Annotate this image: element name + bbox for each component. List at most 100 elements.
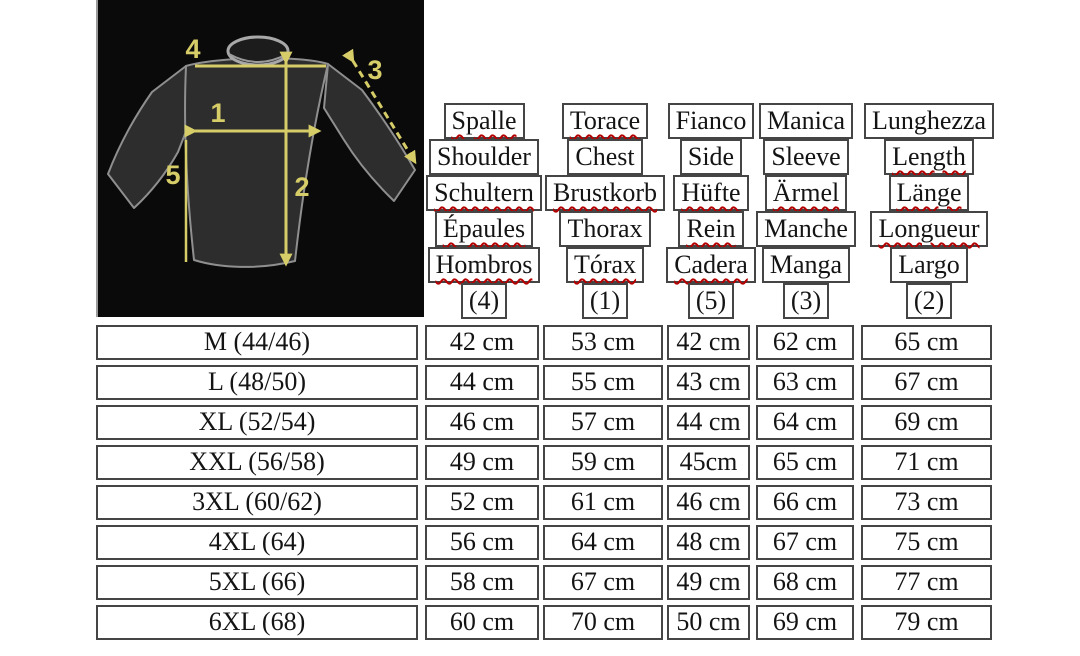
shoulder-value: 60 cm <box>425 605 539 640</box>
chest-value: 67 cm <box>543 565 663 600</box>
header-word-en: Side <box>679 139 743 175</box>
header-word-fr: Épaules <box>434 211 534 247</box>
header-word-it: Manica <box>759 103 853 139</box>
header-word-fr: Manche <box>756 211 856 247</box>
table-row: XXL (56/58) 49 cm 59 cm 45cm 65 cm 71 cm <box>96 445 992 480</box>
size-label: 4XL (64) <box>96 525 418 560</box>
shirt-diagram-svg: 1 2 3 4 5 <box>98 0 424 317</box>
header-word-en: Sleeve <box>763 139 849 175</box>
header-word-de: Schultern <box>426 175 542 211</box>
shoulder-value: 46 cm <box>425 405 539 440</box>
size-label: M (44/46) <box>96 325 418 360</box>
header-word-de: Länge <box>888 175 970 211</box>
size-label: 3XL (60/62) <box>96 485 418 520</box>
chest-value: 64 cm <box>543 525 663 560</box>
length-value: 67 cm <box>861 365 992 400</box>
chest-value: 53 cm <box>543 325 663 360</box>
header-word-it: Lunghezza <box>863 103 995 139</box>
length-value: 69 cm <box>861 405 992 440</box>
length-value: 77 cm <box>861 565 992 600</box>
shoulder-value: 56 cm <box>425 525 539 560</box>
header-word-es: Manga <box>761 247 851 283</box>
header-column-shoulder: Spalle Shoulder Schultern Épaules Hombro… <box>414 103 554 319</box>
chest-value: 61 cm <box>543 485 663 520</box>
header-word-it: Torace <box>561 103 649 139</box>
side-value: 43 cm <box>667 365 750 400</box>
length-value: 75 cm <box>861 525 992 560</box>
side-value: 48 cm <box>667 525 750 560</box>
chest-value: 57 cm <box>543 405 663 440</box>
sleeve-value: 69 cm <box>756 605 854 640</box>
header-word-es: Cadera <box>666 247 756 283</box>
side-value: 46 cm <box>667 485 750 520</box>
header-word-it: Fianco <box>667 103 755 139</box>
header-word-en: Shoulder <box>429 139 539 175</box>
side-value: 42 cm <box>667 325 750 360</box>
header-word-es: Tórax <box>565 247 645 283</box>
sleeve-value: 63 cm <box>756 365 854 400</box>
size-label: 5XL (66) <box>96 565 418 600</box>
length-value: 79 cm <box>861 605 992 640</box>
table-row: M (44/46) 42 cm 53 cm 42 cm 62 cm 65 cm <box>96 325 992 360</box>
shoulder-value: 42 cm <box>425 325 539 360</box>
sleeve-value: 62 cm <box>756 325 854 360</box>
header-word-en: Length <box>884 139 974 175</box>
header-word-de: Hüfte <box>673 175 749 211</box>
header-column-length: Lunghezza Length Länge Longueur Largo (2… <box>859 103 999 319</box>
header-column-sleeve: Manica Sleeve Ärmel Manche Manga (3) <box>736 103 876 319</box>
length-value: 73 cm <box>861 485 992 520</box>
sleeve-value: 68 cm <box>756 565 854 600</box>
header-measure-number: (4) <box>460 283 508 319</box>
header-word-fr: Thorax <box>559 211 651 247</box>
chest-value: 70 cm <box>543 605 663 640</box>
table-row: L (48/50) 44 cm 55 cm 43 cm 63 cm 67 cm <box>96 365 992 400</box>
collar-graphic <box>226 35 290 67</box>
header-word-es: Hombros <box>427 247 541 283</box>
size-label: L (48/50) <box>96 365 418 400</box>
header-measure-number: (1) <box>581 283 629 319</box>
measure-label-chest: 1 <box>210 98 225 128</box>
table-row: 6XL (68) 60 cm 70 cm 50 cm 69 cm 79 cm <box>96 605 992 640</box>
sleeve-length-arrow <box>342 48 417 165</box>
header-word-it: Spalle <box>443 103 525 139</box>
header-measure-number: (5) <box>687 283 735 319</box>
chest-value: 59 cm <box>543 445 663 480</box>
shirt-measurement-photo: 1 2 3 4 5 <box>96 0 424 317</box>
table-row: 3XL (60/62) 52 cm 61 cm 46 cm 66 cm 73 c… <box>96 485 992 520</box>
table-row: XL (52/54) 46 cm 57 cm 44 cm 64 cm 69 cm <box>96 405 992 440</box>
measure-label-side: 5 <box>165 160 180 190</box>
chest-value: 55 cm <box>543 365 663 400</box>
header-column-chest: Torace Chest Brustkorb Thorax Tórax (1) <box>535 103 675 319</box>
header-word-es: Largo <box>890 247 968 283</box>
sleeve-value: 67 cm <box>756 525 854 560</box>
shoulder-value: 49 cm <box>425 445 539 480</box>
sleeve-value: 66 cm <box>756 485 854 520</box>
header-word-en: Chest <box>567 139 643 175</box>
shoulder-value: 58 cm <box>425 565 539 600</box>
header-measure-number: (3) <box>782 283 830 319</box>
shoulder-value: 52 cm <box>425 485 539 520</box>
size-label: 6XL (68) <box>96 605 418 640</box>
measure-label-shoulder: 4 <box>185 34 200 64</box>
side-value: 49 cm <box>667 565 750 600</box>
measure-label-length: 2 <box>294 172 309 202</box>
header-measure-number: (2) <box>905 283 953 319</box>
side-value: 44 cm <box>667 405 750 440</box>
size-label: XL (52/54) <box>96 405 418 440</box>
length-value: 71 cm <box>861 445 992 480</box>
measure-label-sleeve: 3 <box>367 55 382 85</box>
size-label: XXL (56/58) <box>96 445 418 480</box>
table-row: 5XL (66) 58 cm 67 cm 49 cm 68 cm 77 cm <box>96 565 992 600</box>
table-row: 4XL (64) 56 cm 64 cm 48 cm 67 cm 75 cm <box>96 525 992 560</box>
length-value: 65 cm <box>861 325 992 360</box>
header-column-side: Fianco Side Hüfte Rein Cadera (5) <box>641 103 781 319</box>
header-word-de: Brustkorb <box>545 175 665 211</box>
header-word-fr: Longueur <box>870 211 988 247</box>
header-word-fr: Rein <box>678 211 744 247</box>
sleeve-value: 65 cm <box>756 445 854 480</box>
shoulder-value: 44 cm <box>425 365 539 400</box>
side-value: 45cm <box>667 445 750 480</box>
sleeve-value: 64 cm <box>756 405 854 440</box>
side-value: 50 cm <box>667 605 750 640</box>
